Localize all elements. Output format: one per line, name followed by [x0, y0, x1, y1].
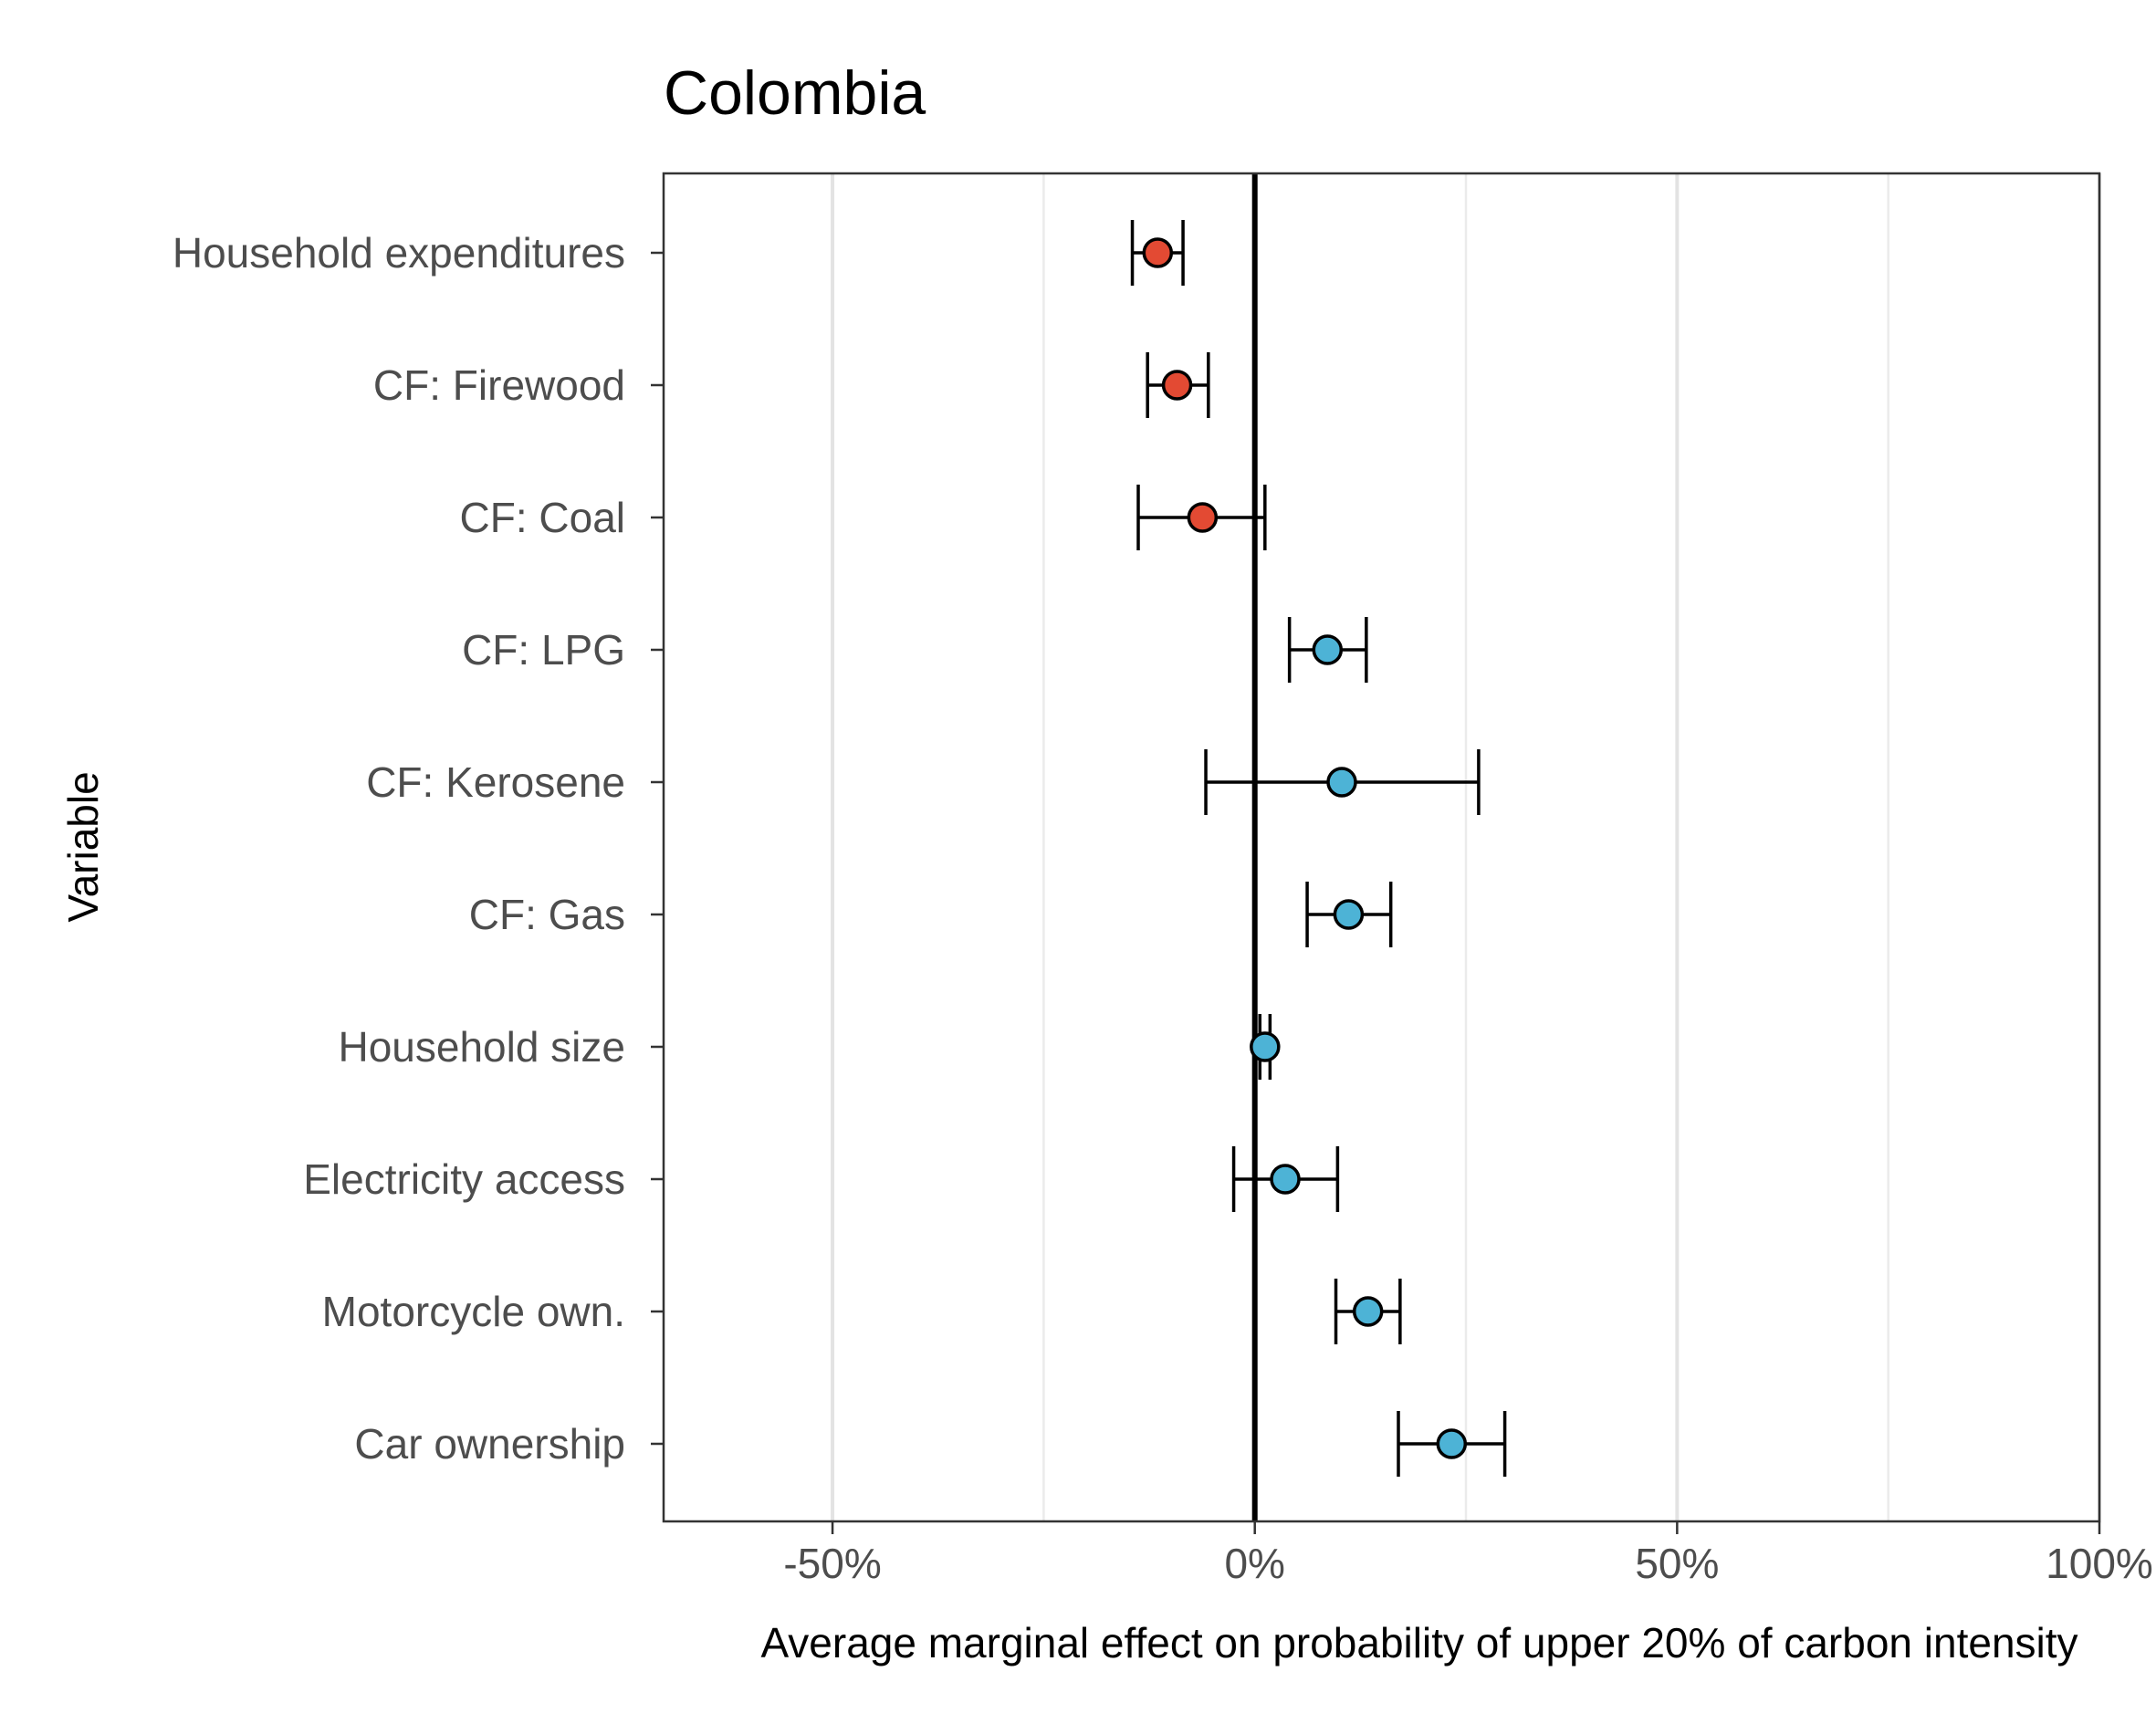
- estimate-point: [1142, 237, 1174, 268]
- x-tick-label: 50%: [1635, 1540, 1719, 1587]
- x-axis: -50% 0% 50% 100%: [783, 1521, 2153, 1587]
- estimate-point: [1161, 370, 1193, 401]
- estimate-point: [1333, 899, 1365, 930]
- error-bar-point: [1397, 1411, 1507, 1477]
- y-tick-label: CF: Kerosene: [366, 758, 625, 806]
- estimate-point: [1436, 1428, 1468, 1459]
- x-tick-label: 100%: [2046, 1540, 2153, 1587]
- error-bar-point: [1146, 352, 1210, 418]
- x-tick-label: 0%: [1224, 1540, 1284, 1587]
- y-tick-label: CF: Coal: [460, 494, 625, 541]
- y-tick-label: Car ownership: [354, 1420, 625, 1468]
- estimate-point: [1312, 634, 1344, 665]
- error-bar-point: [1231, 1146, 1340, 1212]
- estimate-point: [1352, 1296, 1384, 1327]
- plot-panel-border: [662, 172, 2101, 1523]
- error-bar-point: [1305, 882, 1393, 947]
- estimate-point: [1270, 1164, 1301, 1195]
- x-axis-label: Average marginal effect on probability o…: [760, 1619, 2078, 1667]
- estimate-point: [1250, 1031, 1281, 1062]
- error-bar-point: [1204, 749, 1481, 815]
- gridlines: [831, 173, 2101, 1521]
- x-tick-label: -50%: [783, 1540, 881, 1587]
- y-tick-label: Electricity access: [303, 1155, 625, 1203]
- error-bar-point: [1287, 617, 1368, 683]
- chart-title: Colombia: [664, 58, 926, 128]
- error-bar-point: [1136, 485, 1267, 550]
- y-tick-label: Household size: [338, 1023, 625, 1071]
- data-points: [1130, 220, 1507, 1477]
- estimate-point: [1187, 502, 1219, 533]
- error-bar-point: [1250, 1014, 1281, 1080]
- y-tick-label: Household expenditures: [173, 229, 625, 277]
- y-tick-label: CF: LPG: [462, 626, 625, 674]
- y-tick-label: Motorcycle own.: [322, 1288, 625, 1335]
- y-axis-label: Variable: [59, 771, 107, 922]
- error-bar-point: [1334, 1279, 1402, 1344]
- y-tick-label: CF: Firewood: [373, 361, 625, 409]
- estimate-point: [1326, 767, 1357, 798]
- error-bar-point: [1130, 220, 1185, 286]
- y-tick-label: CF: Gas: [469, 891, 625, 938]
- y-axis: Household expenditures CF: Firewood CF: Co…: [173, 229, 664, 1468]
